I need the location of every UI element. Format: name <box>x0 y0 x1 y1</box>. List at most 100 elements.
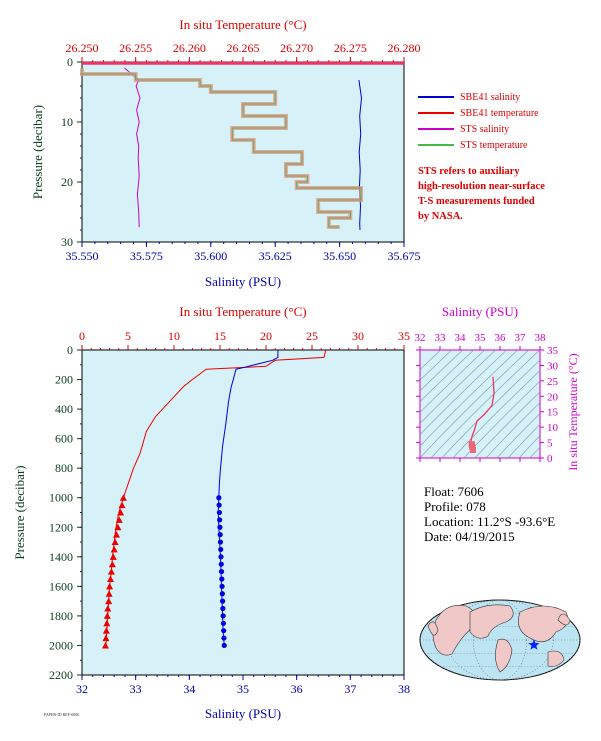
density-contour <box>452 370 540 458</box>
ts-sal-tick-label: 37 <box>515 332 527 344</box>
note-line: high-resolution near-surface <box>418 181 545 192</box>
salinity-marker <box>216 502 222 508</box>
ts-temp-axis-title: In situ Temperature (°C) <box>566 353 580 470</box>
temperature-marker <box>111 538 119 546</box>
temperature-marker <box>119 494 127 501</box>
ts-sal-tick-label: 36 <box>495 332 507 344</box>
density-contour <box>420 350 530 458</box>
temp-tick-label: 25 <box>306 329 318 343</box>
continent-shape <box>427 621 439 636</box>
temperature-marker <box>105 590 113 597</box>
salinity-marker <box>221 635 227 641</box>
sbe41-salinity-line <box>358 79 363 231</box>
sts-note: STS refers to auxiliary high-resolution … <box>418 164 588 224</box>
pressure-tick-label: 2200 <box>49 668 73 682</box>
temperature-marker <box>106 582 114 590</box>
continent-shape <box>518 605 568 643</box>
temp-tick-label: 26.280 <box>388 41 421 55</box>
salinity-marker <box>219 583 225 589</box>
bottom-pressure-axis-title: Pressure (decibar) <box>12 465 27 559</box>
ts-sal-tick-label: 32 <box>415 332 426 344</box>
pressure-tick-label: 600 <box>55 432 73 446</box>
sal-tick-label: 38 <box>398 682 410 696</box>
legend-label: STS salinity <box>460 123 510 135</box>
legend-swatch <box>418 96 454 98</box>
salinity-marker <box>216 509 222 516</box>
ts-point <box>470 446 476 453</box>
temp-tick-label: 0 <box>79 329 85 343</box>
salinity-marker <box>221 628 227 634</box>
ts-temp-tick-label: 30 <box>547 360 559 372</box>
density-contour <box>518 435 540 458</box>
density-contour <box>485 402 540 458</box>
continent-shape <box>432 605 476 656</box>
ts-temp-tick-label: 25 <box>547 376 559 388</box>
sal-tick-label: 35 <box>237 682 249 696</box>
top-pressure-axis-title: Pressure (decibar) <box>30 105 45 199</box>
temperature-marker <box>109 553 117 560</box>
temperature-marker <box>113 531 120 538</box>
continent-shape <box>495 638 513 673</box>
pressure-tick-label: 2000 <box>49 638 73 652</box>
temperature-marker <box>103 612 111 619</box>
temp-tick-label: 26.270 <box>280 41 313 55</box>
ts-sal-tick-label: 38 <box>535 332 547 344</box>
temperature-marker <box>118 501 126 509</box>
density-contour <box>441 359 540 458</box>
profile-number: Profile: 078 <box>424 499 486 514</box>
temp-tick-label: 26.250 <box>66 41 99 55</box>
pressure-tick-label: 400 <box>55 402 73 416</box>
temperature-marker <box>117 509 125 516</box>
salinity-marker <box>217 539 224 545</box>
legend-sbe-salinity: SBE41 salinity <box>418 90 520 104</box>
continent-shape <box>547 650 565 667</box>
density-contour <box>474 391 540 458</box>
ts-plot-area <box>419 349 541 459</box>
ts-sal-tick-label: 33 <box>435 332 447 344</box>
legend-label: SBE41 salinity <box>460 91 521 103</box>
temp-tick-label: 5 <box>125 329 131 343</box>
density-contour <box>420 350 508 436</box>
salinity-marker <box>217 524 223 530</box>
sal-tick-label: 35.625 <box>259 249 292 263</box>
pressure-tick-label: 20 <box>61 175 73 189</box>
ts-temp-tick-label: 20 <box>547 391 559 403</box>
salinity-marker <box>216 495 222 501</box>
top-temp-axis-title: In situ Temperature (°C) <box>179 17 306 32</box>
pressure-tick-label: 30 <box>61 235 73 249</box>
temperature-marker <box>105 597 113 605</box>
temperature-marker <box>108 560 116 568</box>
note-line: by NASA. <box>418 211 463 222</box>
top-plot-area <box>81 61 405 243</box>
temp-tick-label: 15 <box>214 329 226 343</box>
sal-tick-label: 36 <box>291 682 303 696</box>
sal-tick-label: 33 <box>130 682 142 696</box>
temp-tick-label: 35 <box>398 329 410 343</box>
salinity-marker <box>220 605 226 612</box>
salinity-marker <box>220 620 227 626</box>
pressure-tick-label: 0 <box>67 343 73 357</box>
top-sal-axis-title: Salinity (PSU) <box>205 274 281 289</box>
date: Date: 04/19/2015 <box>424 529 515 544</box>
temp-tick-label: 26.265 <box>227 41 260 55</box>
salinity-marker <box>218 546 224 553</box>
temperature-marker <box>107 575 115 582</box>
density-contour <box>420 350 497 424</box>
salinity-marker <box>220 613 226 619</box>
footnote: PAPER-ID REF-0000 <box>44 712 80 717</box>
temperature-marker <box>110 545 118 553</box>
pressure-tick-label: 1400 <box>49 550 73 564</box>
temperature-marker <box>101 641 109 649</box>
continent-shape <box>557 613 571 626</box>
bottom-temp-axis-title: In situ Temperature (°C) <box>179 304 306 319</box>
sal-tick-label: 35.675 <box>388 249 421 263</box>
bottom-plot-area <box>81 349 405 676</box>
float-id: Float: 7606 <box>424 484 484 499</box>
sal-tick-label: 35.575 <box>130 249 163 263</box>
temp-tick-label: 20 <box>260 329 272 343</box>
legend-swatch <box>418 112 454 114</box>
ts-sal-axis-title: Salinity (PSU) <box>442 304 518 319</box>
temp-tick-label: 30 <box>352 329 364 343</box>
